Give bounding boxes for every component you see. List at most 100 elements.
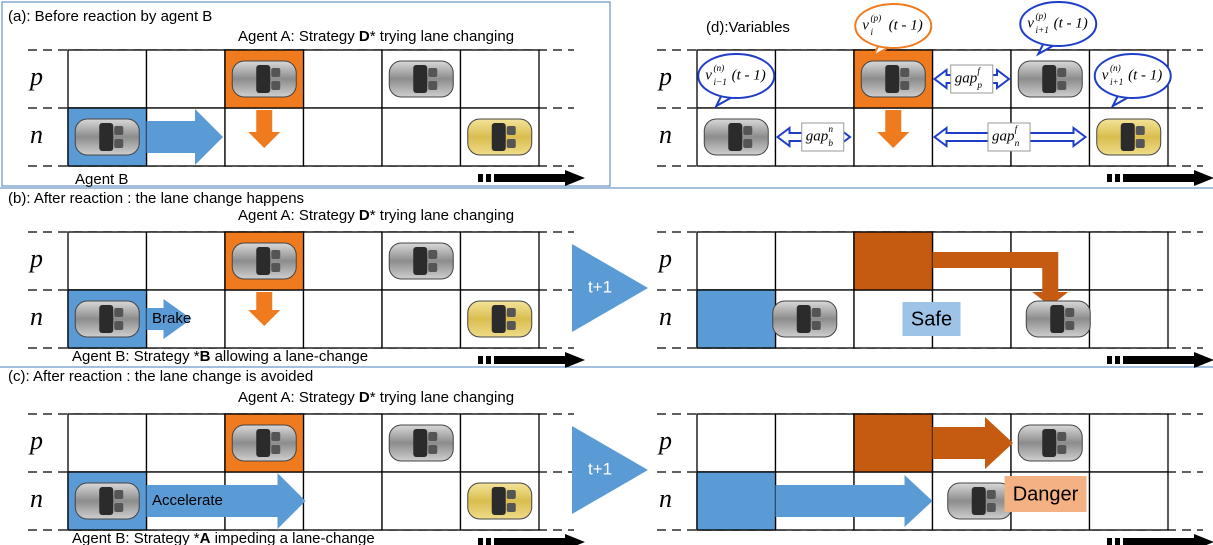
math-arg: (t - 1) xyxy=(889,17,923,33)
car-seat xyxy=(507,503,516,512)
agent-b-label: Agent B xyxy=(75,171,128,188)
car-seat xyxy=(271,68,280,77)
math-sup: (p) xyxy=(1035,11,1046,22)
agent-cell xyxy=(854,414,933,472)
car-seat xyxy=(114,308,123,317)
cell xyxy=(461,50,540,108)
math-sub: i+1 xyxy=(1035,26,1049,36)
lane-label: n xyxy=(659,120,672,149)
math-sup: (n) xyxy=(1110,63,1121,74)
cell xyxy=(697,232,776,290)
strategy-label: Agent A: Strategy D* trying lane changin… xyxy=(238,207,514,224)
car-window xyxy=(797,305,811,333)
direction-dash xyxy=(486,174,491,182)
car xyxy=(948,483,1012,519)
math-arg: (t - 1) xyxy=(1054,15,1088,31)
cell xyxy=(304,472,383,530)
car xyxy=(389,243,453,279)
cell xyxy=(382,108,461,166)
direction-dash xyxy=(1107,356,1112,364)
car-window xyxy=(99,123,113,151)
car-window xyxy=(885,65,899,93)
cell xyxy=(68,50,147,108)
cell xyxy=(304,290,383,348)
text-part: impeding a lane-change xyxy=(210,530,374,545)
lane-label: n xyxy=(30,120,43,149)
car xyxy=(704,119,768,155)
figure: (a): Before reaction by agent B (b): Aft… xyxy=(0,0,1213,545)
car-window xyxy=(492,305,506,333)
direction-dash xyxy=(1115,538,1120,545)
text-part: Agent B: Strategy * xyxy=(72,348,200,365)
car-seat xyxy=(1065,321,1074,330)
cell xyxy=(382,290,461,348)
math-sup: n xyxy=(828,125,833,135)
lane-label: p xyxy=(657,62,672,91)
agent-cell xyxy=(697,290,776,348)
direction-dash xyxy=(478,538,483,545)
cell xyxy=(776,232,855,290)
math-sup: (n) xyxy=(713,63,724,74)
car-seat xyxy=(1057,445,1066,454)
panel-title: (b): After reaction : the lane change ha… xyxy=(8,190,304,207)
direction-dash xyxy=(1107,174,1112,182)
car-window xyxy=(1050,305,1064,333)
text-part: Agent A: Strategy xyxy=(238,207,359,224)
lane-label: p xyxy=(28,426,43,455)
cell xyxy=(1090,232,1169,290)
car-seat xyxy=(271,250,280,259)
math-sub: i−1 xyxy=(713,78,727,88)
cell xyxy=(776,414,855,472)
car-seat xyxy=(743,126,752,135)
car-seat xyxy=(507,321,516,330)
direction-arrow xyxy=(1123,534,1213,545)
panel-title: (c): After reaction : the lane change is… xyxy=(8,368,313,385)
car-window xyxy=(256,247,270,275)
car-seat xyxy=(428,68,437,77)
lane-label: p xyxy=(28,62,43,91)
text-part: B xyxy=(200,348,211,365)
cell xyxy=(68,414,147,472)
agent-cell xyxy=(697,472,776,530)
lane-label: n xyxy=(30,484,43,513)
car-window xyxy=(492,123,506,151)
cell xyxy=(304,232,383,290)
cell xyxy=(147,50,226,108)
text-part: Agent B: Strategy * xyxy=(72,530,200,545)
action-label: Brake xyxy=(152,310,191,327)
car-seat xyxy=(114,126,123,135)
cell xyxy=(382,472,461,530)
direction-dash xyxy=(486,538,491,545)
math-base: gap xyxy=(806,128,829,144)
car-seat xyxy=(428,432,437,441)
strategy-label: Agent B: Strategy *B allowing a lane-cha… xyxy=(72,348,368,365)
car-window xyxy=(972,487,986,515)
direction-dash xyxy=(478,356,483,364)
cell xyxy=(304,50,383,108)
panel-title: (d):Variables xyxy=(706,19,790,36)
cell xyxy=(461,414,540,472)
direction-dash xyxy=(1107,538,1112,545)
text-part: Agent A: Strategy xyxy=(238,28,359,45)
direction-arrow xyxy=(494,352,585,368)
cell xyxy=(304,108,383,166)
cell xyxy=(776,50,855,108)
car-window xyxy=(1042,65,1056,93)
lane-label: p xyxy=(657,426,672,455)
math-arg: (t - 1) xyxy=(732,67,766,83)
car-seat xyxy=(1136,139,1145,148)
car xyxy=(773,301,837,337)
car-seat xyxy=(114,503,123,512)
car-seat xyxy=(1065,308,1074,317)
car xyxy=(1018,61,1082,97)
car xyxy=(389,61,453,97)
math-base: v xyxy=(1027,15,1034,31)
text-part: Agent A: Strategy xyxy=(238,389,359,406)
cell xyxy=(1090,414,1169,472)
car-seat xyxy=(114,321,123,330)
text-part: * trying lane changing xyxy=(370,207,514,224)
text-part: D xyxy=(359,207,370,224)
direction-arrow xyxy=(1123,170,1213,186)
car xyxy=(861,61,925,97)
action-label: Accelerate xyxy=(152,492,223,509)
